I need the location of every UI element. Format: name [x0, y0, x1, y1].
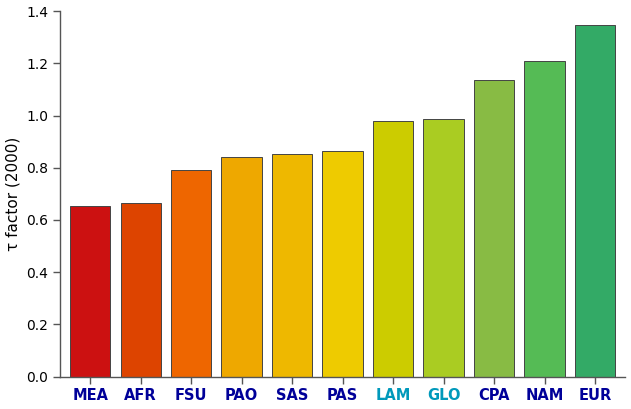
Bar: [171, 170, 211, 377]
Bar: [70, 206, 110, 377]
Y-axis label: τ factor (2000): τ factor (2000): [6, 137, 21, 251]
Bar: [322, 151, 363, 377]
Bar: [121, 203, 161, 377]
Bar: [423, 119, 464, 377]
Bar: [373, 121, 413, 377]
Bar: [524, 61, 565, 377]
Bar: [221, 157, 262, 377]
Bar: [575, 25, 615, 377]
Bar: [272, 155, 312, 377]
Bar: [474, 80, 514, 377]
